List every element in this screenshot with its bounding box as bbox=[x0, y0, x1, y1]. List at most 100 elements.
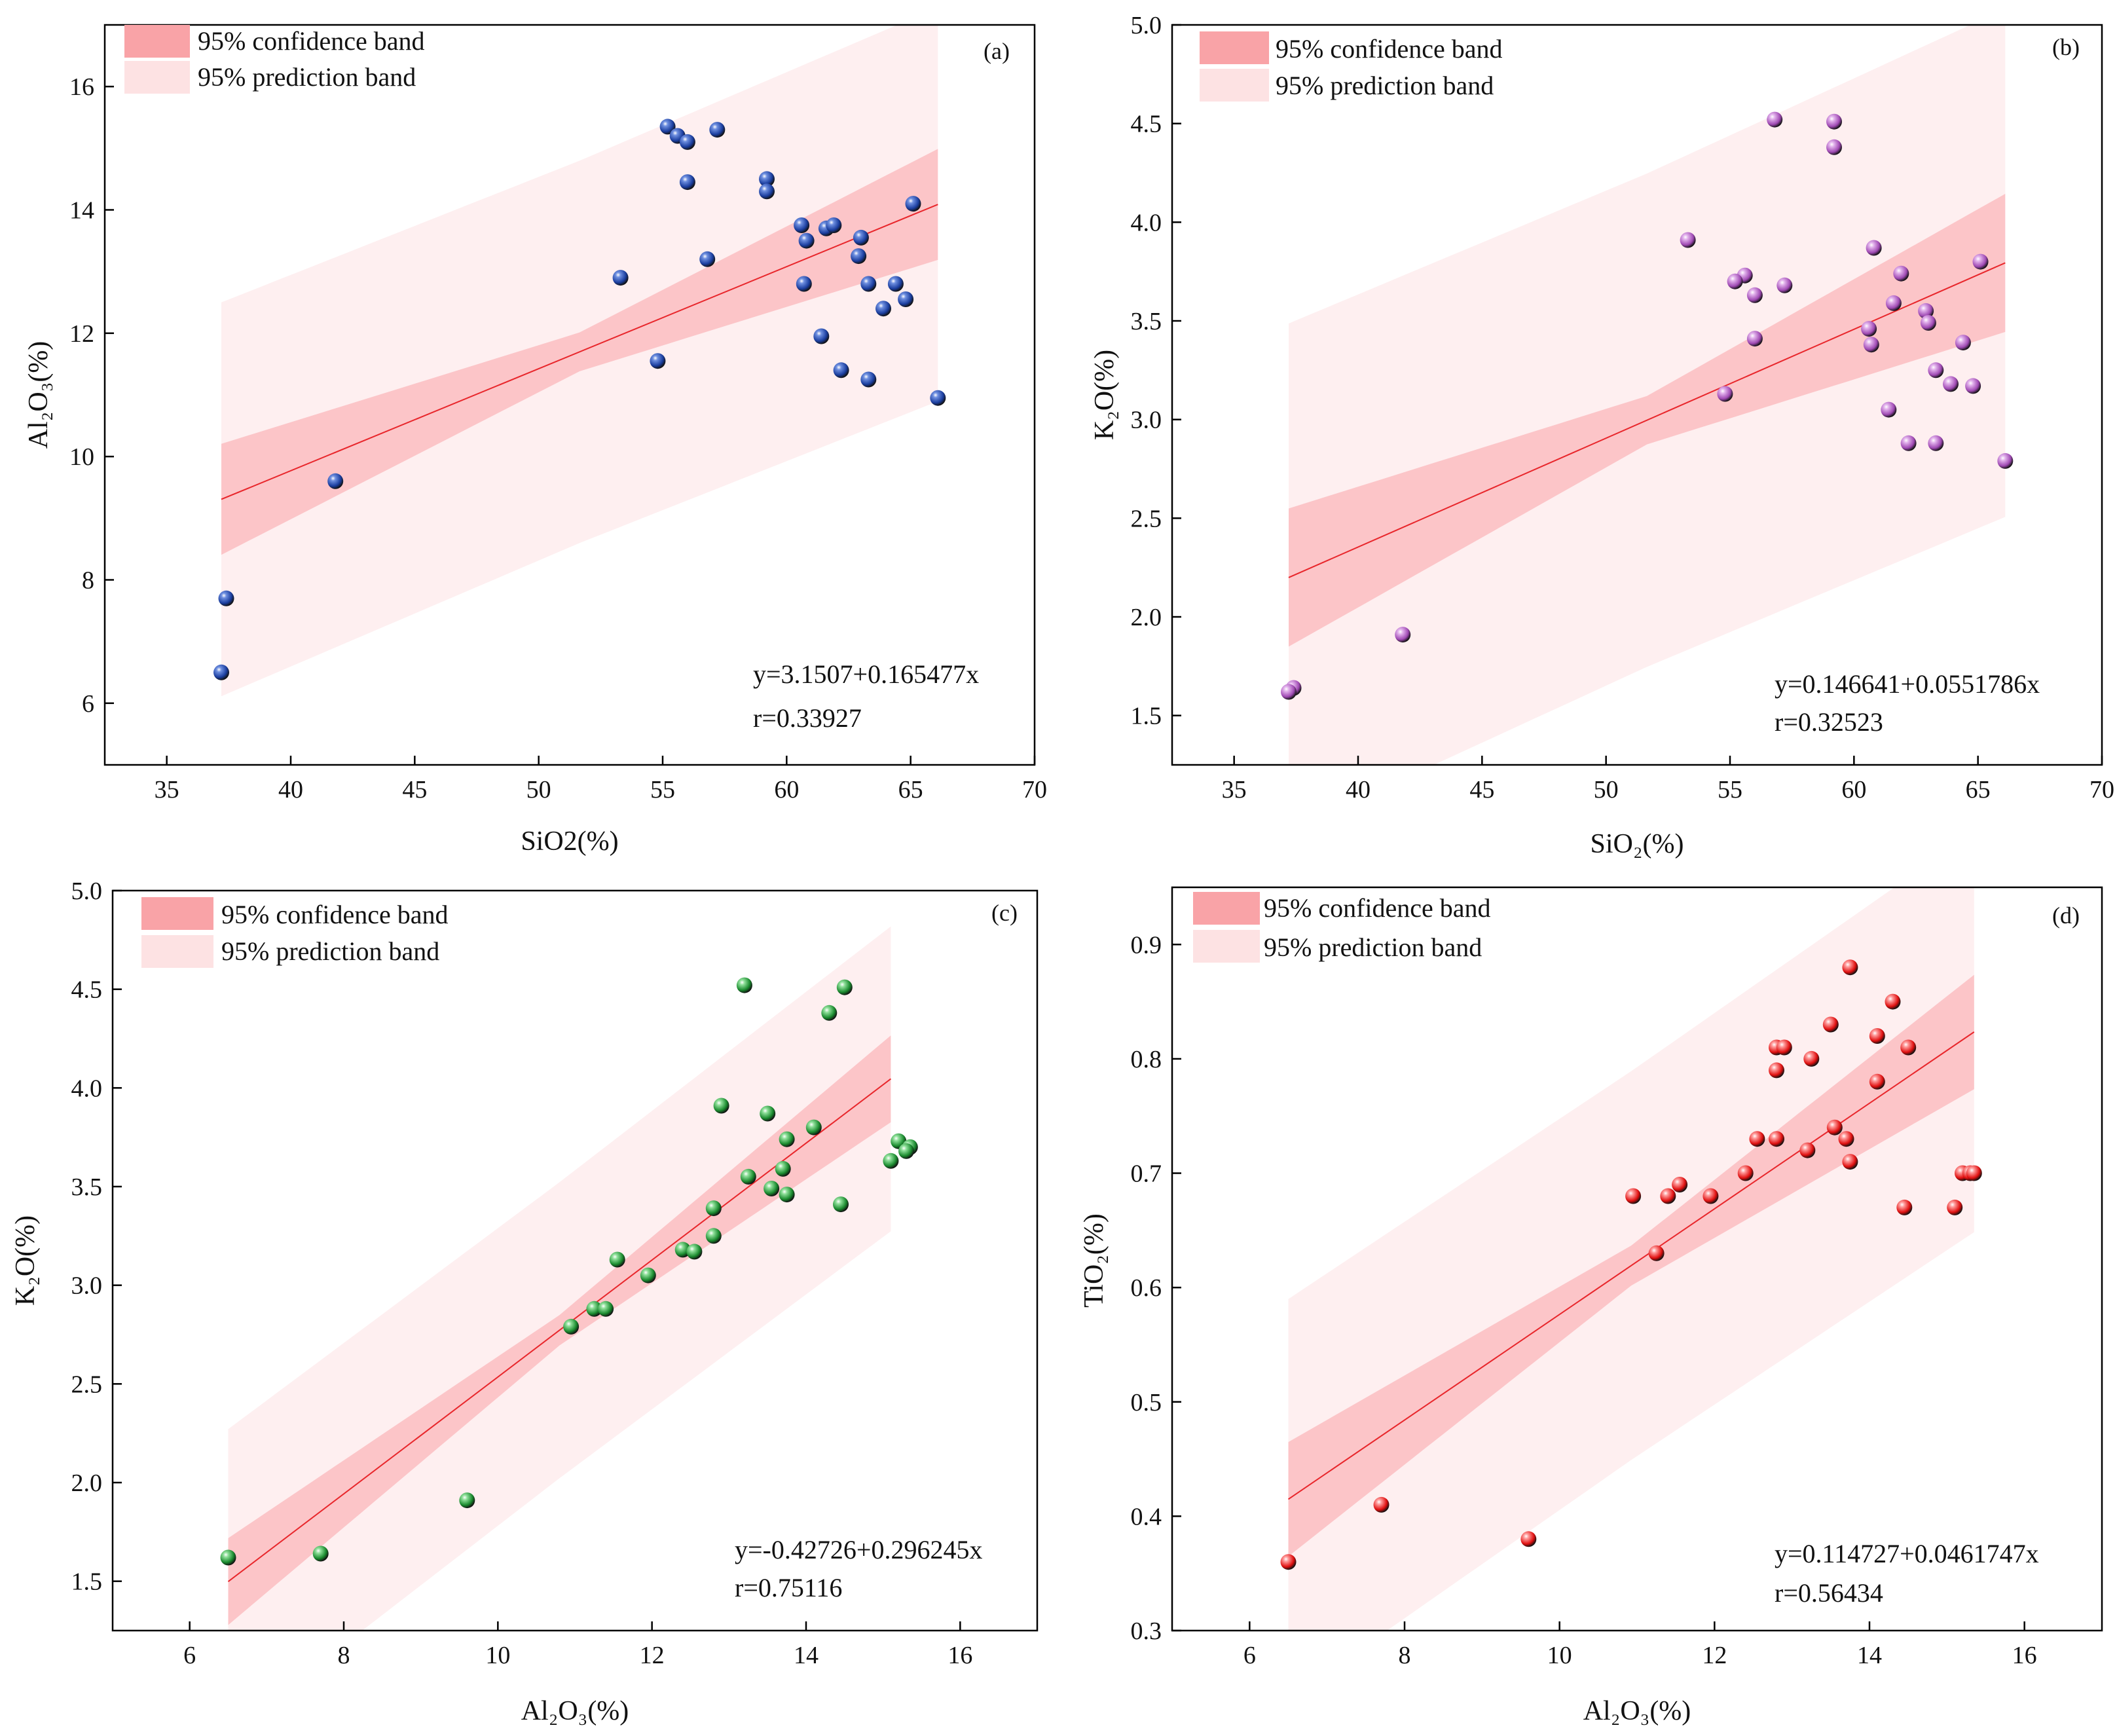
panel-a-fit-line bbox=[221, 204, 938, 500]
panel-b-fit-line bbox=[1288, 262, 2006, 578]
panel-d-legend-confidence-swatch bbox=[1193, 892, 1260, 925]
panel-d-r-value: r=0.56434 bbox=[1775, 1578, 1883, 1608]
panel-c-x-tick-label: 16 bbox=[948, 1642, 972, 1669]
panel-d-plot: 6 8 10 12 14 16 0.3 0.4 0.5 0.6 0.7 0.8 0.9 bbox=[1131, 887, 2037, 1669]
panel-c-frame bbox=[111, 889, 1039, 1632]
panel-c-y-tick-label: 3.0 bbox=[71, 1272, 103, 1300]
panel-d-data-point bbox=[1838, 1131, 1854, 1147]
panel-b-y-tick-label: 4.5 bbox=[1131, 111, 1162, 138]
panel-a-data-point bbox=[759, 171, 775, 187]
panel-a-data-point bbox=[759, 183, 775, 200]
panel-a-label: (a) bbox=[984, 38, 1010, 64]
panel-a-data-point bbox=[851, 248, 867, 265]
panel-b: 35 40 45 50 55 60 65 70 1.5 2.0 2.5 3.0 3.5 4.0 4.5 5.0… bbox=[1090, 12, 2114, 859]
panel-c-data-point bbox=[674, 1242, 691, 1258]
panel-b-x-tick-label: 45 bbox=[1469, 776, 1494, 803]
panel-c-data-point bbox=[898, 1143, 914, 1159]
panel-c-data-point bbox=[779, 1131, 795, 1147]
panel-a-x-tick-label: 35 bbox=[155, 776, 179, 803]
panel-c-x-tick-label: 8 bbox=[338, 1642, 350, 1669]
panel-c-x-tick-label: 12 bbox=[640, 1642, 665, 1669]
panel-c-fit-line bbox=[227, 1078, 892, 1582]
panel-d-x-tick-label: 16 bbox=[2012, 1642, 2037, 1669]
panel-b-data-point bbox=[1928, 435, 1944, 451]
panel-c-data-point bbox=[764, 1181, 780, 1196]
panel-c-data-point bbox=[586, 1301, 602, 1317]
panel-b-prediction-band bbox=[1289, 25, 2006, 765]
panel-b-data-point bbox=[1826, 139, 1842, 155]
panel-b-data-point bbox=[1997, 452, 2014, 469]
panel-b-data-point bbox=[1965, 378, 1981, 394]
panel-d-label: (d) bbox=[2052, 902, 2080, 929]
panel-b-x-tick-label: 35 bbox=[1222, 776, 1247, 803]
panel-a-data-point bbox=[612, 270, 629, 286]
panel-b-data-point bbox=[1861, 321, 1877, 337]
panel-c-y-axis-label: K₂O(%) bbox=[10, 1215, 41, 1306]
panel-d-y-tick-label: 0.9 bbox=[1131, 931, 1162, 959]
panel-a-legend-confidence-swatch bbox=[124, 25, 190, 58]
panel-d-data-point bbox=[1737, 1165, 1754, 1181]
panel-b-y-tick-label: 2.0 bbox=[1131, 604, 1162, 631]
panel-d-data-point bbox=[1896, 1199, 1913, 1215]
panel-a-data-point bbox=[650, 353, 666, 369]
panel-a-legend-confidence-label: 95% confidence band bbox=[198, 26, 425, 56]
panel-b-data-point bbox=[1767, 111, 1783, 128]
panel-b-x-axis-label: SiO₂(%) bbox=[1591, 829, 1684, 859]
panel-a-y-tick-label: 14 bbox=[69, 197, 94, 225]
panel-b-y-tick-label: 4.0 bbox=[1131, 209, 1162, 236]
panel-d-y-axis-label: TiO₂(%) bbox=[1079, 1213, 1109, 1308]
panel-a-x-tick-label: 55 bbox=[650, 776, 675, 803]
panel-a-data-point bbox=[679, 174, 695, 191]
panel-c-data-point bbox=[736, 977, 752, 993]
panel-c-y-tick-label: 2.0 bbox=[71, 1469, 103, 1497]
panel-d-data-point bbox=[1869, 1073, 1885, 1090]
panel-a-data-point bbox=[875, 301, 891, 317]
panel-d-x-tick-label: 6 bbox=[1243, 1642, 1256, 1669]
panel-b-data-point bbox=[1920, 315, 1936, 331]
panel-c-r-value: r=0.75116 bbox=[735, 1573, 842, 1602]
panel-a-y-tick-label: 8 bbox=[82, 567, 94, 595]
panel-c-y-tick-label: 2.5 bbox=[71, 1371, 103, 1398]
panel-b-r-value: r=0.32523 bbox=[1775, 707, 1883, 737]
panel-d-x-tick-label: 14 bbox=[1857, 1642, 1882, 1669]
panel-a-data-point bbox=[813, 328, 830, 344]
panel-c-data-point bbox=[836, 979, 853, 995]
panel-c-data-point bbox=[833, 1196, 849, 1213]
panel-b-y-tick-label: 3.0 bbox=[1131, 407, 1162, 434]
panel-c-y-tick-label: 5.0 bbox=[71, 877, 103, 905]
panel-c-y-tick-label: 4.5 bbox=[71, 976, 103, 1004]
panel-d-data-point bbox=[1966, 1165, 1982, 1181]
panel-d: 6 8 10 12 14 16 0.3 0.4 0.5 0.6 0.7 0.8 0.9 95% conf… bbox=[1079, 886, 2103, 1726]
panel-c-data-point bbox=[312, 1545, 329, 1562]
panel-c-data-point bbox=[883, 1153, 899, 1169]
panel-d-data-point bbox=[1520, 1531, 1537, 1547]
panel-a-data-point bbox=[796, 276, 812, 292]
panel-a-data-point bbox=[905, 196, 921, 212]
panel-d-data-point bbox=[1660, 1188, 1676, 1204]
panel-c-data-point bbox=[705, 1228, 722, 1244]
panel-d-data-point bbox=[1885, 993, 1901, 1010]
panel-d-data-point bbox=[1703, 1188, 1719, 1204]
panel-a-data-point bbox=[794, 217, 810, 233]
panel-a-x-tick-label: 60 bbox=[774, 776, 799, 803]
panel-b-data-point bbox=[1826, 113, 1842, 130]
panel-b-y-tick-label: 2.5 bbox=[1131, 505, 1162, 532]
panel-c-legend-confidence-swatch bbox=[141, 897, 213, 930]
panel-b-data-point bbox=[1717, 386, 1733, 402]
panel-b-x-tick-label: 40 bbox=[1346, 776, 1371, 803]
panel-a-y-tick-label: 16 bbox=[69, 73, 94, 101]
panel-d-y-tick-label: 0.8 bbox=[1131, 1046, 1162, 1073]
panel-c-data-point bbox=[563, 1318, 580, 1335]
panel-d-data-point bbox=[1842, 1154, 1858, 1170]
panel-a-data-point bbox=[826, 217, 842, 233]
panel-a-x-axis-label: SiO2(%) bbox=[521, 826, 618, 857]
panel-d-data-point bbox=[1625, 1188, 1642, 1204]
panel-d-data-point bbox=[1799, 1142, 1816, 1158]
panel-a-x-tick-label: 45 bbox=[402, 776, 427, 803]
panel-b-data-point bbox=[1680, 232, 1696, 248]
panel-a-y-tick-label: 12 bbox=[69, 320, 94, 348]
panel-b-legend-prediction-label: 95% prediction band bbox=[1276, 71, 1494, 100]
panel-b-x-tick-label: 50 bbox=[1594, 776, 1619, 803]
panel-b-frame bbox=[1171, 24, 2103, 766]
panel-c-legend-prediction-swatch bbox=[141, 935, 213, 968]
